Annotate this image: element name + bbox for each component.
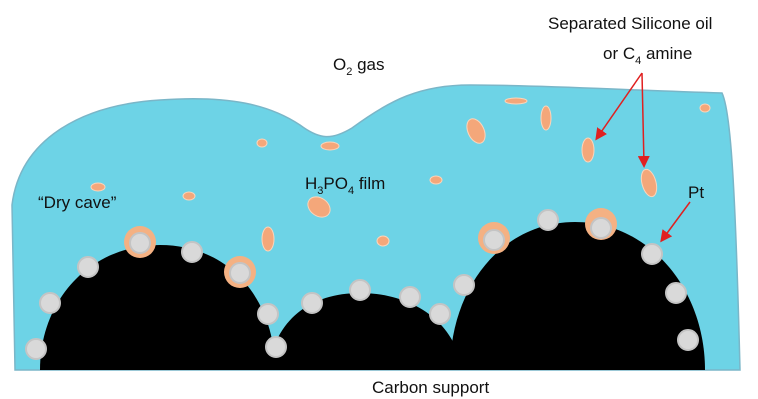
pt-label: Pt [688,183,704,202]
text: gas [352,55,384,74]
text: O [333,55,346,74]
silicone-label: Separated Silicone oil [548,14,712,33]
diagram: Separated Silicone oil or C4 amine O2 ga… [0,0,758,399]
text: or C [603,44,635,63]
text: film [354,174,385,193]
text: PO [323,174,348,193]
o2-label: O2 gas [333,55,385,78]
amine-label: or C4 amine [603,44,692,67]
dry-cave-label: “Dry cave” [38,193,117,212]
text: amine [641,44,692,63]
text: H [305,174,317,193]
carbon-label: Carbon support [372,378,489,397]
